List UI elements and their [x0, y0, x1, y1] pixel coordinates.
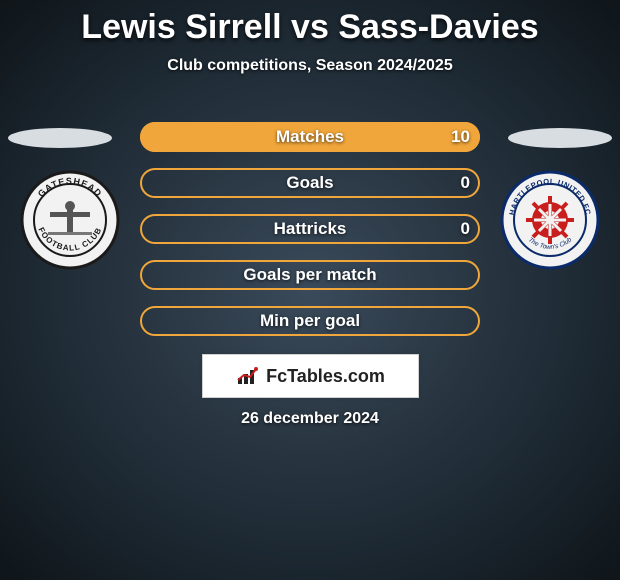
stat-label: Min per goal [140, 306, 480, 336]
brand-text: FcTables.com [266, 366, 385, 387]
player-right-avatar [508, 128, 612, 148]
stat-value-right: 10 [451, 122, 470, 152]
gateshead-crest-icon: GATESHEAD FOOTBALL CLUB [20, 170, 120, 270]
stat-row: Matches10 [140, 122, 480, 152]
stat-value-right: 0 [461, 168, 470, 198]
datestamp: 26 december 2024 [0, 410, 620, 428]
club-badge-left: GATESHEAD FOOTBALL CLUB [20, 170, 120, 270]
stat-row: Hattricks0 [140, 214, 480, 244]
brand-label: FcTables.com [236, 366, 385, 387]
player-left-avatar [8, 128, 112, 148]
root: Lewis Sirrell vs Sass-Davies Club compet… [0, 0, 620, 580]
brand-box: FcTables.com [202, 354, 419, 398]
stat-row: Min per goal [140, 306, 480, 336]
club-badge-right: HARTLEPOOL UNITED FC The Town's Club [500, 170, 600, 270]
stat-label: Goals per match [140, 260, 480, 290]
stat-value-right: 0 [461, 214, 470, 244]
stats-bars: Matches10Goals0Hattricks0Goals per match… [140, 122, 480, 352]
stat-label: Goals [140, 168, 480, 198]
chart-icon [236, 366, 262, 386]
page-title: Lewis Sirrell vs Sass-Davies [0, 0, 620, 47]
stat-row: Goals per match [140, 260, 480, 290]
hartlepool-crest-icon: HARTLEPOOL UNITED FC The Town's Club [500, 170, 600, 270]
stat-label: Hattricks [140, 214, 480, 244]
page-subtitle: Club competitions, Season 2024/2025 [0, 57, 620, 75]
stat-label: Matches [140, 122, 480, 152]
stat-row: Goals0 [140, 168, 480, 198]
